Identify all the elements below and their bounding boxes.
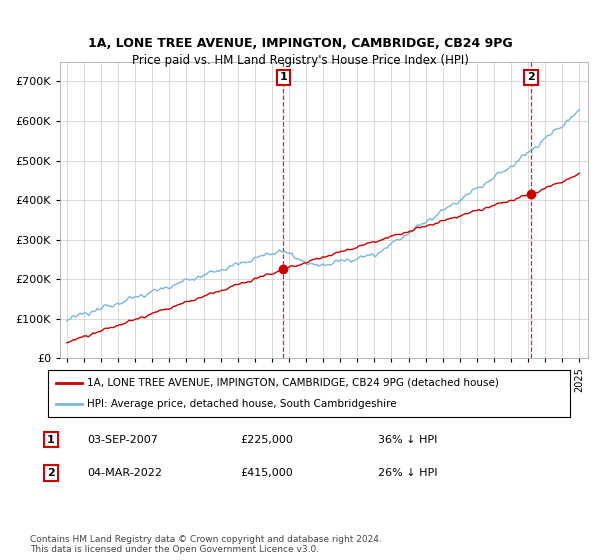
Text: 1A, LONE TREE AVENUE, IMPINGTON, CAMBRIDGE, CB24 9PG: 1A, LONE TREE AVENUE, IMPINGTON, CAMBRID… bbox=[88, 38, 512, 50]
Text: Price paid vs. HM Land Registry's House Price Index (HPI): Price paid vs. HM Land Registry's House … bbox=[131, 54, 469, 67]
Text: 1: 1 bbox=[47, 435, 55, 445]
Text: Contains HM Land Registry data © Crown copyright and database right 2024.
This d: Contains HM Land Registry data © Crown c… bbox=[30, 535, 382, 554]
Text: 2: 2 bbox=[527, 72, 535, 82]
Text: 26% ↓ HPI: 26% ↓ HPI bbox=[378, 468, 437, 478]
Text: 04-MAR-2022: 04-MAR-2022 bbox=[87, 468, 162, 478]
Text: £415,000: £415,000 bbox=[240, 468, 293, 478]
Text: £225,000: £225,000 bbox=[240, 435, 293, 445]
Text: 1A, LONE TREE AVENUE, IMPINGTON, CAMBRIDGE, CB24 9PG (detached house): 1A, LONE TREE AVENUE, IMPINGTON, CAMBRID… bbox=[87, 378, 499, 388]
Text: 1: 1 bbox=[280, 72, 287, 82]
Text: HPI: Average price, detached house, South Cambridgeshire: HPI: Average price, detached house, Sout… bbox=[87, 399, 397, 409]
Text: 2: 2 bbox=[47, 468, 55, 478]
Text: 03-SEP-2007: 03-SEP-2007 bbox=[87, 435, 158, 445]
Text: 36% ↓ HPI: 36% ↓ HPI bbox=[378, 435, 437, 445]
